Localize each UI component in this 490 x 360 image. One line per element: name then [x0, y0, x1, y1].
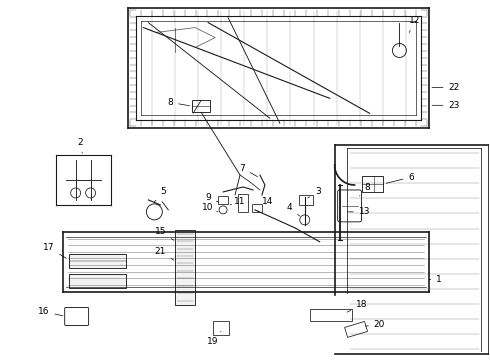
Bar: [238, 194, 248, 212]
Text: 17: 17: [43, 243, 66, 258]
Text: 10: 10: [202, 203, 218, 212]
Text: 18: 18: [347, 300, 368, 312]
Bar: [213, 321, 229, 336]
Bar: [218, 196, 228, 204]
Text: 8: 8: [360, 184, 370, 196]
Text: 7: 7: [239, 163, 258, 177]
Bar: [69, 254, 126, 268]
Bar: [310, 310, 352, 321]
Text: 11: 11: [230, 197, 246, 206]
Bar: [299, 195, 313, 205]
Text: 21: 21: [155, 247, 174, 260]
Text: 16: 16: [38, 307, 63, 316]
Text: 19: 19: [207, 332, 221, 346]
Text: 3: 3: [308, 188, 320, 198]
Text: 5: 5: [154, 188, 166, 202]
Text: 20: 20: [366, 320, 385, 329]
Bar: [69, 274, 126, 288]
Text: 13: 13: [347, 207, 370, 216]
FancyBboxPatch shape: [65, 307, 89, 325]
Text: 6: 6: [386, 172, 414, 183]
Bar: [175, 230, 195, 305]
Text: 12: 12: [409, 16, 420, 32]
Bar: [362, 176, 384, 192]
Text: 23: 23: [432, 101, 460, 110]
Text: 14: 14: [258, 197, 273, 212]
Text: 8: 8: [168, 98, 190, 107]
Bar: [192, 100, 210, 112]
Text: 15: 15: [154, 227, 174, 240]
Bar: [252, 204, 262, 212]
Text: 2: 2: [78, 138, 83, 153]
Text: 22: 22: [432, 83, 460, 92]
FancyBboxPatch shape: [338, 190, 362, 222]
Text: 9: 9: [205, 193, 218, 202]
Text: 1: 1: [429, 275, 442, 284]
Text: 4: 4: [287, 203, 300, 216]
